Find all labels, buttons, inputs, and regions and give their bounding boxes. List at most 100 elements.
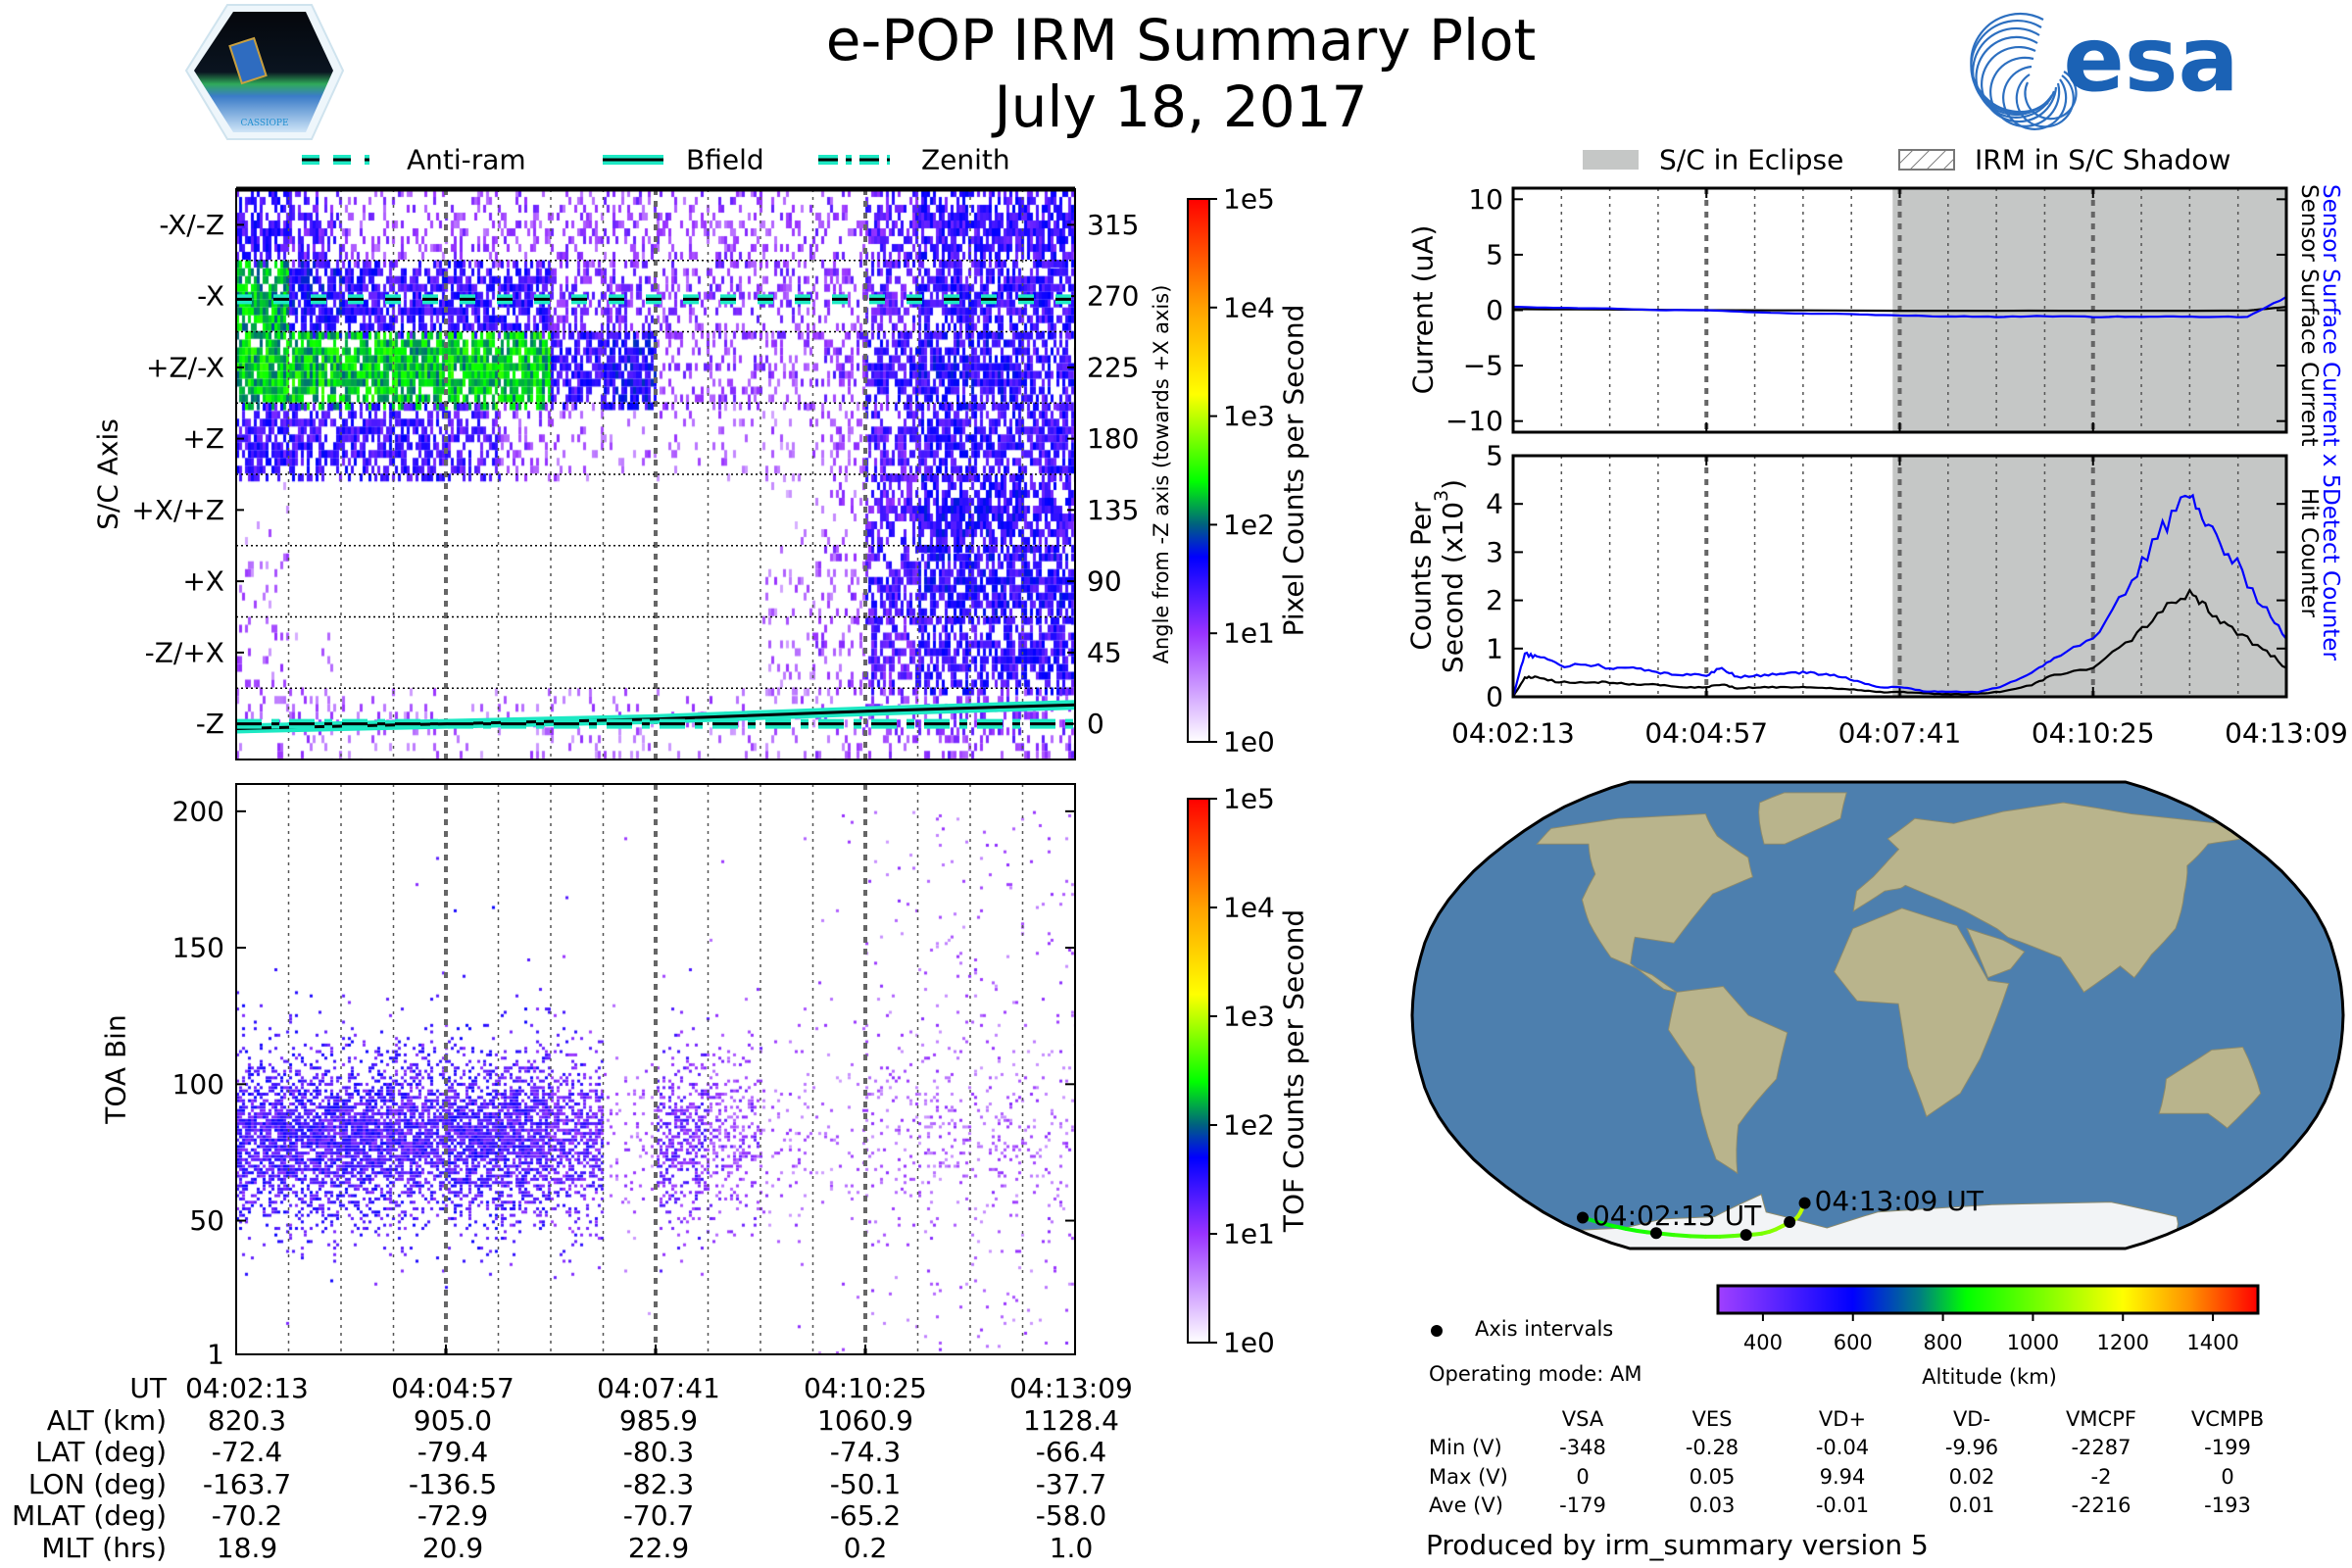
axis-label-3: +Z xyxy=(182,422,224,455)
altitude-colorbar-label: Altitude (km) xyxy=(1922,1365,2057,1389)
orbit-cell: -50.1 xyxy=(829,1467,902,1500)
page-title: e-POP IRM Summary Plot xyxy=(825,7,1537,74)
angle-tick-label: 315 xyxy=(1087,209,1139,241)
orbit-track-segment xyxy=(1595,1220,1615,1228)
esa-swirl-arc xyxy=(1972,26,2053,117)
voltage-cell: -9.96 xyxy=(1944,1436,1999,1459)
orbit-cell: 18.9 xyxy=(216,1532,278,1564)
x-tick-label: 04:02:13 xyxy=(1451,717,1575,750)
series-sensor-surface-current-x-5 xyxy=(1512,295,2287,318)
pixel-colorbar-tick-label: 1e2 xyxy=(1223,509,1275,541)
axis-label-0: -X/-Z xyxy=(159,209,224,241)
y-tick-label: −10 xyxy=(1446,405,1503,437)
esa-swirl-arc xyxy=(1989,56,2061,127)
altitude-tick-label: 800 xyxy=(1924,1331,1963,1354)
pixel-spectrogram-plot: -X/-Z 315 -X 270 +Z/-X 225 +Z 180 +X/+Z 135 +X 90 -Z… xyxy=(92,183,1310,760)
voltage-cell: 9.94 xyxy=(1819,1464,1866,1489)
x-tick-label: 04:10:25 xyxy=(2032,717,2155,750)
orbit-cell: 20.9 xyxy=(421,1532,484,1564)
legend-label: Anti-ram xyxy=(407,144,526,176)
x-tick-label: 04:07:41 xyxy=(1838,717,1962,750)
side-label-hit: Hit Counter xyxy=(2296,488,2322,617)
axis-interval-dot xyxy=(1649,1227,1662,1240)
orbit-cell: 1.0 xyxy=(1049,1532,1094,1564)
y-tick-label: 0 xyxy=(1486,681,1503,713)
footer-text: Produced by irm_summary version 5 xyxy=(1426,1529,1929,1561)
pixel-colorbar-tick-label: 1e1 xyxy=(1223,617,1275,650)
plot-frame xyxy=(1511,454,2288,699)
legend-label-shadow: IRM in S/C Shadow xyxy=(1975,144,2230,176)
esa-swirl-icon xyxy=(1970,12,2078,130)
tof-colorbar-tick-label: 1e1 xyxy=(1223,1218,1275,1250)
tof-colorbar-tick-label: 1e0 xyxy=(1223,1327,1275,1359)
altitude-tick-label: 600 xyxy=(1834,1331,1873,1354)
orbit-cell: 04:07:41 xyxy=(597,1372,720,1404)
orbit-cell: -80.3 xyxy=(622,1436,695,1469)
voltage-cell: -193 xyxy=(2204,1494,2251,1517)
voltage-column-header: VES xyxy=(1691,1407,1733,1431)
altitude-colorbar: 400 600 800 1000 1200 1400 xyxy=(1716,1284,2260,1354)
esa-swirl-arc xyxy=(2002,65,2068,130)
toa-tick-label: 200 xyxy=(172,795,224,827)
voltage-cell: 0.02 xyxy=(1948,1464,1995,1489)
orbit-row-label: MLT (hrs) xyxy=(41,1532,167,1564)
angle-tick-label: 90 xyxy=(1087,565,1122,598)
axis-interval-dot xyxy=(1798,1197,1811,1209)
axis-label-2: +Z/-X xyxy=(146,351,224,383)
pixel-colorbar-tick-label: 1e3 xyxy=(1223,400,1275,432)
y-axis-title-line2: Second (x103) xyxy=(1431,479,1469,673)
orbit-cell: -136.5 xyxy=(408,1467,498,1500)
x-tick-label: 04:13:09 xyxy=(2225,717,2348,750)
tof-colorbar-tick-label: 1e4 xyxy=(1223,892,1275,924)
voltage-cell: -2287 xyxy=(2071,1436,2132,1459)
ocean xyxy=(1412,782,2343,1249)
toa-tick-label: 150 xyxy=(172,932,224,964)
orbit-map: 04:02:13 UT 04:13:09 UT xyxy=(1410,780,2345,1337)
orbit-cell: 04:04:57 xyxy=(391,1372,514,1404)
altitude-tick-label: 400 xyxy=(1743,1331,1783,1354)
y-tick-label: 5 xyxy=(1486,238,1503,270)
toa-tick-label: 1 xyxy=(207,1339,224,1371)
axis-label-6: -Z/+X xyxy=(145,636,224,668)
voltage-column-header: VD+ xyxy=(1818,1407,1867,1431)
voltage-column-header: VCMPB xyxy=(2190,1407,2265,1431)
voltage-cell: 0.01 xyxy=(1948,1494,1995,1517)
land-mass xyxy=(1834,907,2010,1118)
axis-label-1: -X xyxy=(197,280,224,313)
angle-tick-label: 135 xyxy=(1087,494,1139,526)
pixel-colorbar-tick-label: 1e5 xyxy=(1223,183,1275,216)
orbit-cell: -58.0 xyxy=(1035,1499,1107,1533)
angle-tick-label: 0 xyxy=(1087,708,1104,740)
axis-interval-dot xyxy=(1784,1216,1796,1229)
orbit-track-segment xyxy=(1717,1234,1736,1239)
voltage-cell: -0.28 xyxy=(1685,1436,1740,1459)
voltage-cell: 0.03 xyxy=(1689,1494,1736,1517)
y-tick-label: −5 xyxy=(1463,350,1503,382)
voltage-cell: 0 xyxy=(2221,1464,2234,1489)
orbit-cell: -70.2 xyxy=(211,1499,283,1533)
series-hit-counter xyxy=(1512,587,2287,698)
voltage-column-header: VSA xyxy=(1561,1407,1604,1431)
voltage-cell: 0 xyxy=(1576,1464,1590,1489)
orbit-track-segment xyxy=(1610,1223,1629,1231)
cassiope-logo-text: CASSIOPE xyxy=(240,119,288,128)
altitude-tick-label: 1200 xyxy=(2097,1331,2149,1354)
voltage-cell: -0.01 xyxy=(1815,1494,1870,1517)
orbit-row-label: LAT (deg) xyxy=(35,1436,167,1469)
legend-label-eclipse: S/C in Eclipse xyxy=(1659,144,1843,176)
esa-swirl-arc xyxy=(2024,71,2078,121)
orbit-cell: -74.3 xyxy=(829,1436,902,1469)
y-axis-title: TOA Bin xyxy=(100,1014,132,1124)
orbit-cell: 04:02:13 xyxy=(185,1372,309,1404)
land-mass xyxy=(1758,792,1847,845)
legend-label: Zenith xyxy=(921,144,1010,176)
y-axis-title: S/C Axis xyxy=(92,418,124,530)
side-label-sensor-x5: Sensor Surface Current x 5 xyxy=(2318,184,2343,488)
orbit-cell: 04:13:09 xyxy=(1009,1372,1133,1404)
cassiope-logo: CASSIOPE xyxy=(184,4,345,140)
axis-intervals-legend-dot xyxy=(1431,1325,1443,1337)
bfield-line xyxy=(235,703,1076,730)
voltage-cell: -2216 xyxy=(2071,1494,2132,1517)
